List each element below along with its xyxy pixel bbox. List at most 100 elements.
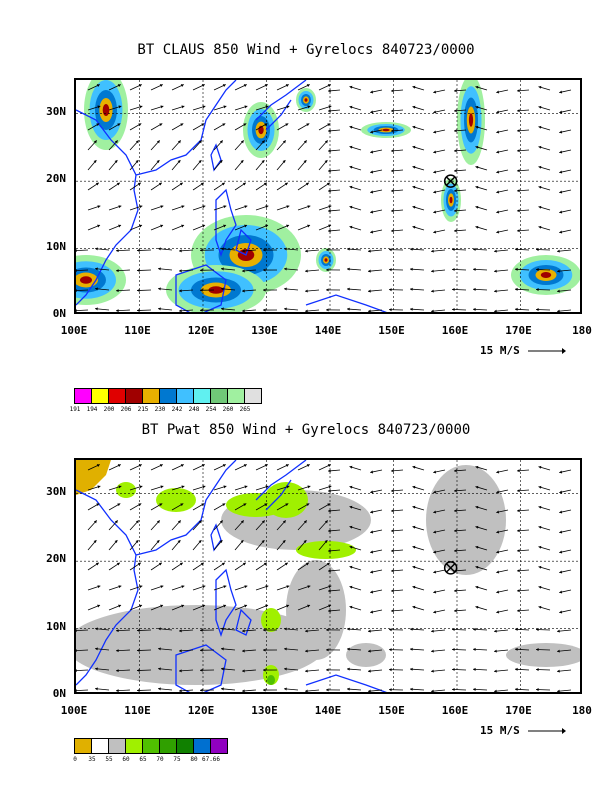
legend-label: 260 [222,406,234,413]
wind-arrow [318,224,332,231]
wind-arrow [412,205,425,211]
wind-arrow [234,140,245,151]
wind-arrow [451,667,467,672]
legend-swatch [159,388,177,404]
wind-arrow [517,189,530,193]
wind-arrow [199,668,215,672]
wind-arrow [557,309,572,312]
wind-arrow [87,224,101,231]
wind-arrow [255,84,268,91]
wind-arrow [559,209,572,214]
coastline-2 [210,143,222,172]
lon-label: 130E [251,704,278,717]
wind-arrow [347,687,362,691]
wind-arrow [472,627,488,631]
wind-arrow [87,604,101,611]
wind-arrow [475,505,488,511]
wind-arrow [391,229,404,233]
wind-arrow [391,169,404,173]
wind-arrow [255,585,269,591]
wind-arrow [431,649,446,653]
wind-arrow [242,269,257,273]
wind-arrow [347,307,362,311]
wind-arrow [433,89,446,94]
wind-arrow [242,289,257,293]
wind-arrow [234,105,248,111]
wind-arrow [129,205,143,211]
wind-arrow [213,562,226,571]
legend-label: 254 [205,406,217,413]
wind-arrow [284,287,299,291]
wind-arrow [368,269,383,273]
legend-swatch [227,388,245,404]
wind-arrow [171,159,181,171]
coastline-6 [255,80,307,121]
coastline-4 [235,608,252,636]
lon-label: 170E [505,324,532,337]
wind-arrow [538,465,551,471]
wind-arrow [129,123,142,131]
wind-arrow [538,205,551,211]
pwat-region [426,465,506,575]
pwat-region [116,482,136,498]
wind-arrow [370,129,383,134]
legend-swatch [108,388,126,404]
wind-arrow [171,140,182,151]
wind-arrow [496,129,509,134]
wind-arrow [297,123,310,131]
wind-arrow [150,503,163,511]
wind-arrow [192,182,205,191]
wind-arrow [318,182,331,191]
wind-arrow [559,149,572,154]
lon-label: 150E [378,324,405,337]
wind-arrow [496,209,509,214]
wind-arrow [494,649,509,653]
wind-arrow [318,520,329,531]
wind-arrow [192,585,206,591]
legend-swatch [193,738,211,754]
wind-arrow [370,489,383,494]
wind-arrow [412,125,425,131]
wind-arrow [410,267,425,271]
legend-label: 248 [188,406,200,413]
wind-arrow [410,307,425,311]
wind-arrow [242,309,257,312]
pwat-region [346,643,386,667]
wind-arrow [496,469,509,474]
wind-arrow [472,647,488,651]
wind-arrow [213,503,226,511]
wind-arrow [87,585,101,591]
wind-arrow [129,539,139,551]
wind-arrow [347,627,362,631]
wind-arrow [318,503,331,511]
wind-arrow [158,307,173,311]
coastline-5 [175,264,227,312]
wind-arrow [535,288,551,292]
wind-arrow [158,287,173,291]
wind-arrow [535,628,551,632]
wind-arrow [213,123,226,131]
cloud-region [102,104,110,116]
wind-arrow [349,505,362,511]
wind-arrow [213,539,223,551]
wind-arrow [475,545,488,551]
wind-arrow [431,269,446,273]
wind-arrow [221,647,236,651]
wind-arrow [325,668,341,672]
wind-arrow [95,247,110,251]
pwat-region [296,541,356,559]
wind-arrow [349,185,362,191]
wind-arrow [318,159,328,171]
wind-arrow [171,464,184,471]
wind-arrow [515,307,530,311]
wind-arrow [515,647,530,651]
wind-arrow [559,489,572,494]
wind-arrow [297,159,307,171]
wind-arrow [517,109,530,113]
wind-arrow [328,529,341,533]
cloud-region [80,276,92,284]
wind-arrow [150,84,163,91]
wind-arrow [150,224,164,231]
wind-arrow [242,629,257,633]
wind-arrow [199,628,215,632]
